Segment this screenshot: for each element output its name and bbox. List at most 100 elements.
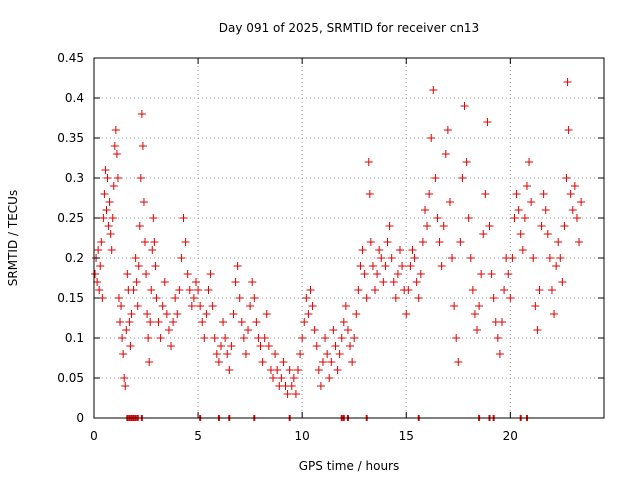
data-point <box>510 214 519 222</box>
data-point <box>373 270 382 278</box>
data-point <box>101 166 110 174</box>
data-point <box>285 366 294 374</box>
y-tick-label: 0 <box>76 411 84 425</box>
data-point <box>121 382 130 390</box>
data-point <box>560 222 569 230</box>
data-point <box>358 246 367 254</box>
data-point <box>539 190 548 198</box>
data-point <box>175 286 184 294</box>
data-point <box>343 326 352 334</box>
data-point <box>354 286 363 294</box>
data-point <box>131 254 140 262</box>
data-point <box>94 246 103 254</box>
data-point <box>181 238 190 246</box>
data-point <box>252 318 261 326</box>
data-point <box>167 342 176 350</box>
data-point <box>391 294 400 302</box>
data-point <box>289 374 298 382</box>
data-point <box>113 174 122 182</box>
data-point <box>235 294 244 302</box>
data-point <box>258 358 267 366</box>
data-point <box>239 334 248 342</box>
x-tick-label: 5 <box>194 429 202 443</box>
data-point <box>377 254 386 262</box>
data-point <box>365 190 374 198</box>
data-point <box>368 262 377 270</box>
data-point <box>146 318 155 326</box>
axis-ticks <box>93 57 604 419</box>
data-point <box>439 222 448 230</box>
data-point <box>379 278 388 286</box>
data-point <box>562 174 571 182</box>
data-point <box>202 310 211 318</box>
data-point <box>498 318 506 326</box>
data-point <box>210 334 219 342</box>
data-point <box>533 326 542 334</box>
data-point <box>327 358 336 366</box>
data-point <box>264 342 273 350</box>
data-point <box>108 214 117 222</box>
data-point <box>298 334 307 342</box>
data-point <box>339 318 348 326</box>
data-point <box>483 118 492 126</box>
data-point <box>568 206 577 214</box>
data-point <box>200 334 209 342</box>
data-point <box>362 294 371 302</box>
data-point <box>291 390 300 398</box>
data-point <box>283 390 292 398</box>
data-point <box>570 182 579 190</box>
data-point <box>458 174 467 182</box>
data-point <box>437 262 446 270</box>
data-point <box>329 326 338 334</box>
data-point <box>531 302 540 310</box>
data-point <box>102 206 111 214</box>
data-point <box>575 238 584 246</box>
data-point <box>136 174 145 182</box>
data-point <box>408 246 417 254</box>
data-point <box>522 182 531 190</box>
data-point <box>304 310 313 318</box>
data-point <box>454 358 463 366</box>
data-point <box>173 310 182 318</box>
data-point <box>150 238 159 246</box>
data-point <box>572 214 581 222</box>
x-axis-label: GPS time / hours <box>299 459 400 473</box>
data-point <box>477 270 486 278</box>
data-point <box>375 246 384 254</box>
data-point <box>189 294 198 302</box>
data-point <box>142 270 151 278</box>
data-point <box>250 294 259 302</box>
data-point <box>206 270 215 278</box>
data-point <box>381 262 390 270</box>
data-point <box>429 86 438 94</box>
data-point <box>114 294 123 302</box>
data-point <box>208 302 217 310</box>
data-point <box>431 174 440 182</box>
data-point <box>134 262 143 270</box>
data-point <box>389 278 398 286</box>
data-point <box>450 302 459 310</box>
data-point <box>500 286 509 294</box>
data-point <box>156 334 165 342</box>
data-point <box>225 366 234 374</box>
data-point <box>412 278 421 286</box>
data-point <box>141 238 149 246</box>
x-tick-label: 20 <box>503 429 518 443</box>
data-point <box>489 294 498 302</box>
data-point <box>227 342 236 350</box>
data-point <box>183 270 192 278</box>
data-point <box>149 214 158 222</box>
data-point <box>427 134 436 142</box>
data-point <box>248 278 257 286</box>
chart-title: Day 091 of 2025, SRMTID for receiver cn1… <box>219 21 479 35</box>
data-point <box>462 158 471 166</box>
data-point <box>187 302 196 310</box>
data-point <box>360 270 369 278</box>
data-point <box>352 310 361 318</box>
data-point <box>487 270 496 278</box>
x-tick-label: 0 <box>90 429 98 443</box>
data-point <box>416 270 425 278</box>
data-point <box>452 334 461 342</box>
data-point <box>350 334 359 342</box>
data-point <box>164 326 173 334</box>
